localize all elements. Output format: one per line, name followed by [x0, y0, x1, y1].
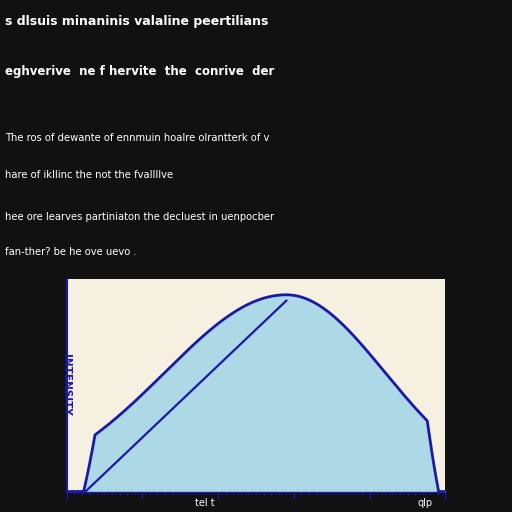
Text: hee ore learves partiniaton the decluest in uenpocber: hee ore learves partiniaton the decluest…	[5, 211, 274, 222]
Text: fan-ther? be he ove uevo .: fan-ther? be he ove uevo .	[5, 247, 137, 257]
Text: eghverive  ne f hervite  the  conrive  der: eghverive ne f hervite the conrive der	[5, 65, 274, 78]
Text: tel t: tel t	[195, 498, 215, 508]
Text: hare of ikllinc the not the fvallllve: hare of ikllinc the not the fvallllve	[5, 170, 173, 180]
Y-axis label: INTENSITY: INTENSITY	[61, 354, 71, 416]
Text: qlp: qlp	[417, 498, 433, 508]
Text: The ros of dewante of ennmuin hoalre olrantterk of v: The ros of dewante of ennmuin hoalre olr…	[5, 133, 269, 143]
Text: s dlsuis minaninis valaline peertilians: s dlsuis minaninis valaline peertilians	[5, 15, 268, 28]
